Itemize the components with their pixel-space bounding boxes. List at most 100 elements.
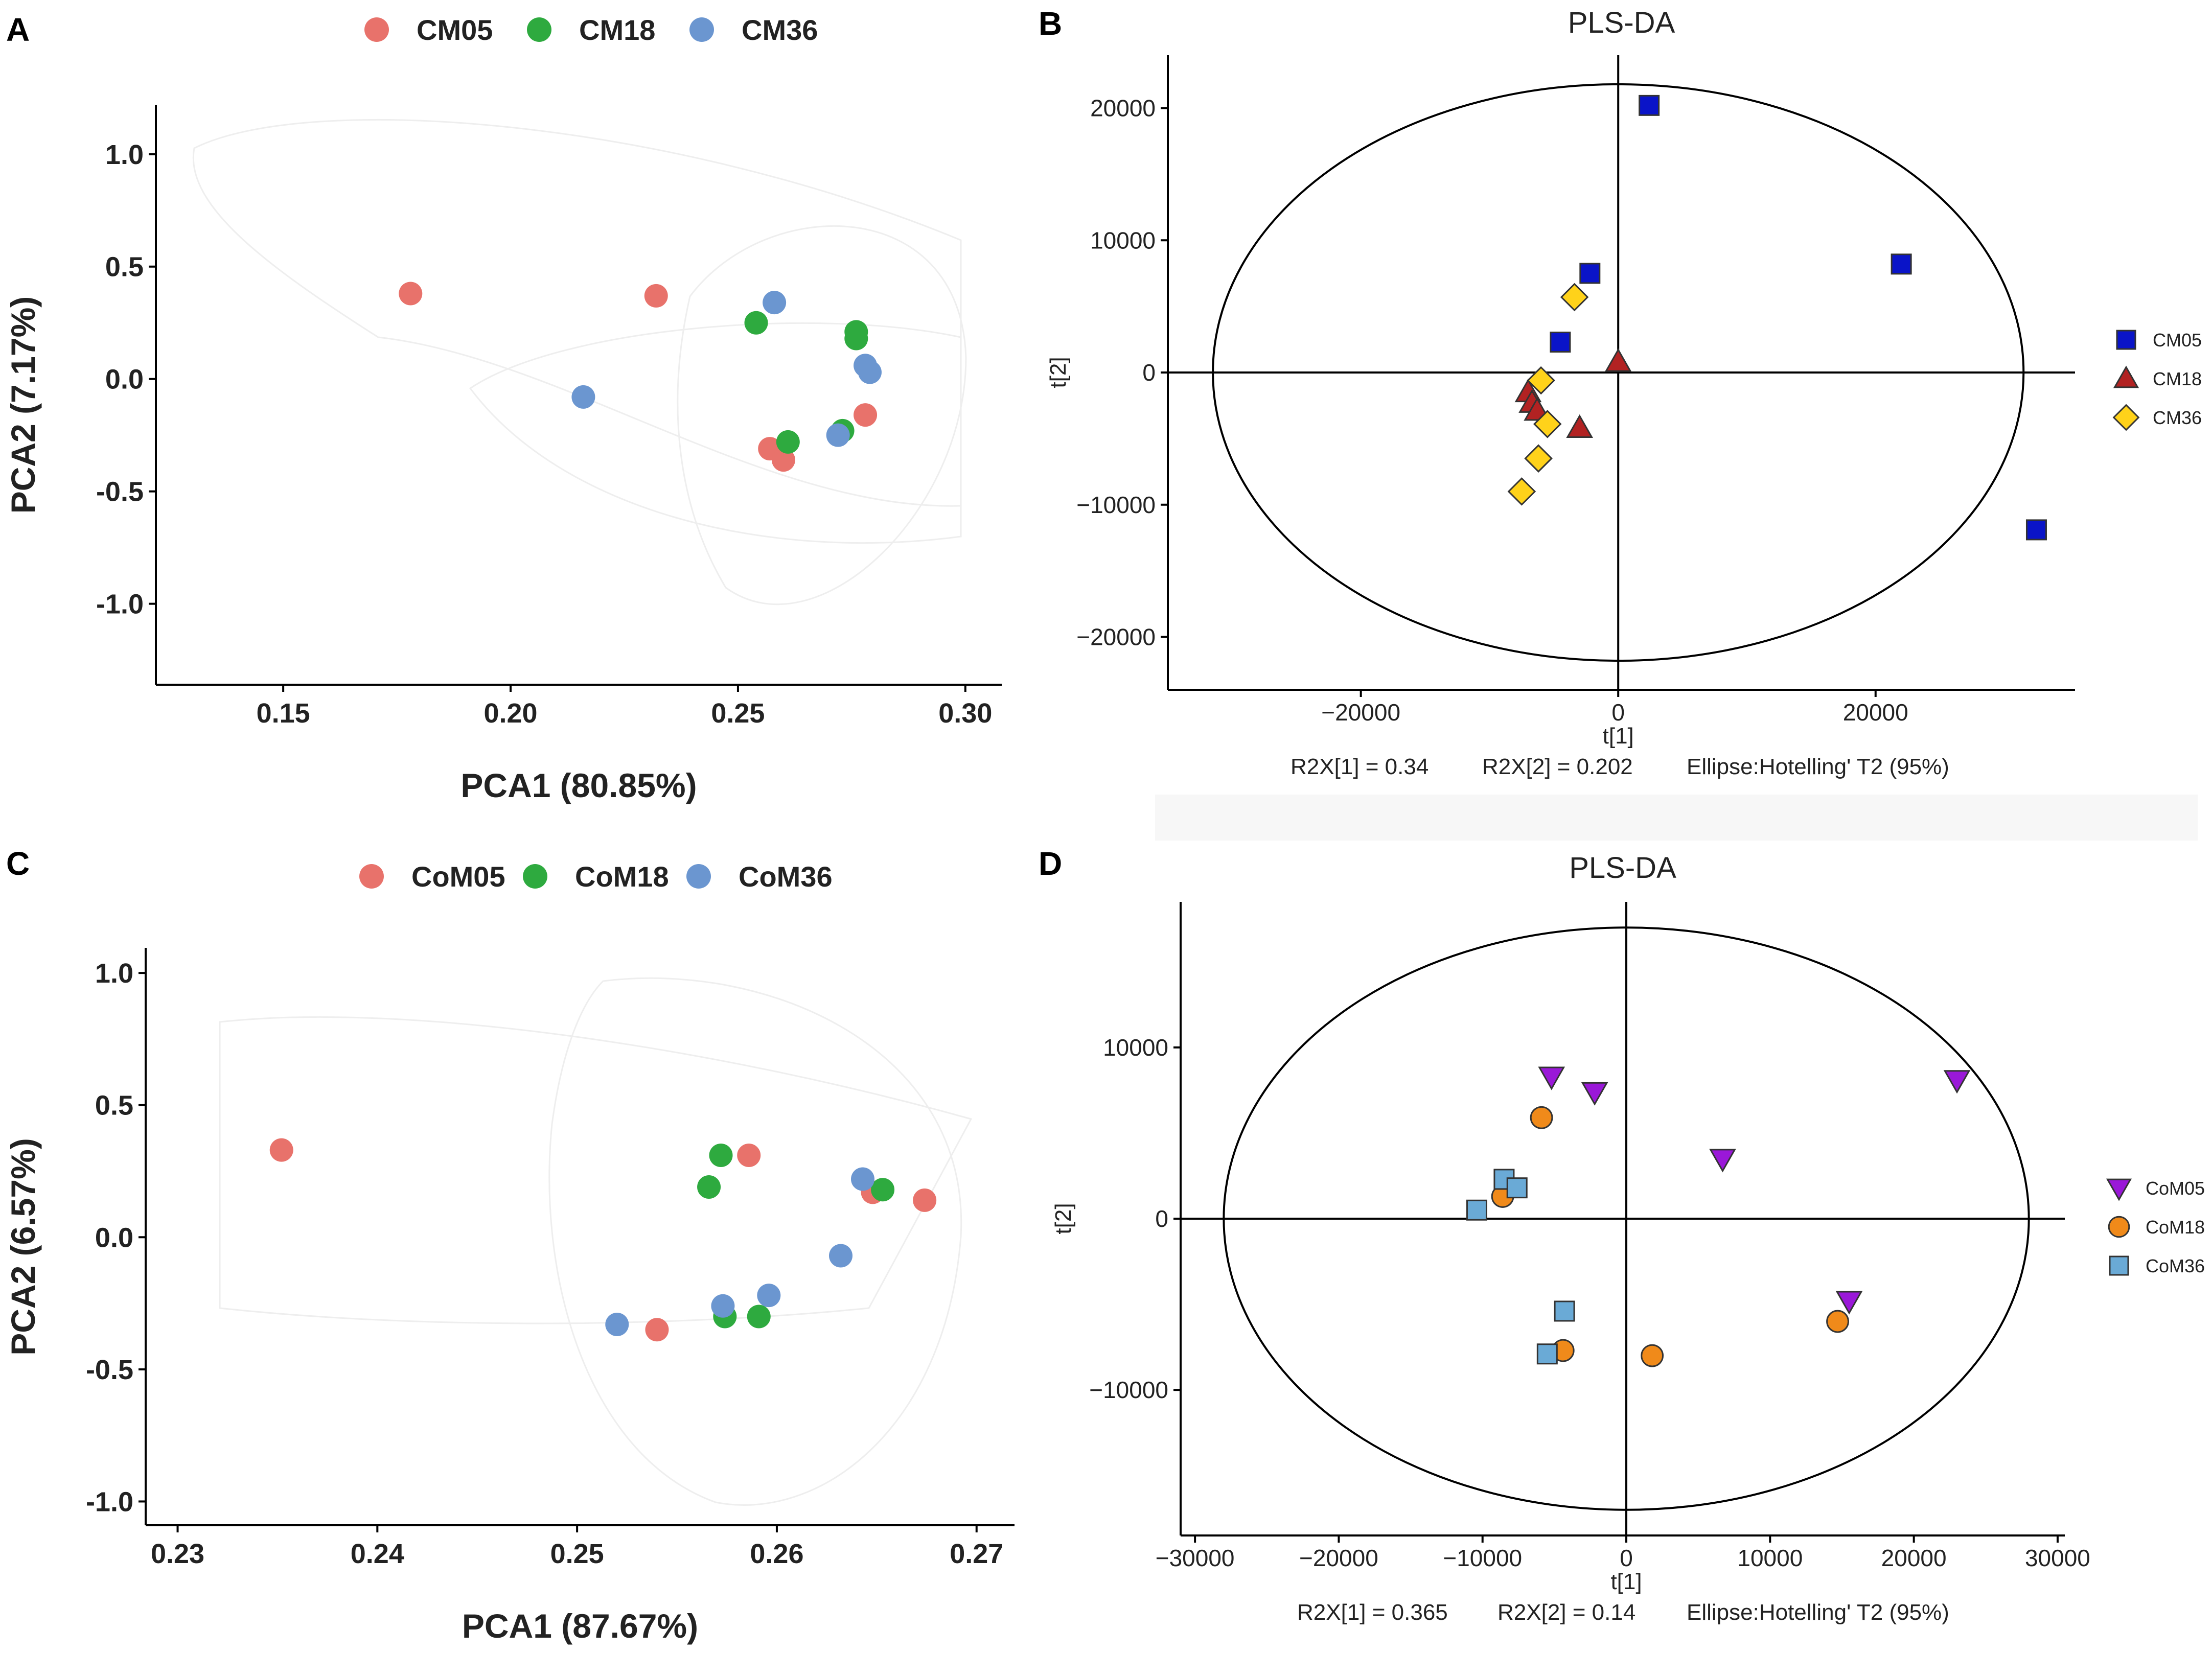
data-point-com36: [757, 1284, 781, 1308]
y-axis-title: PCA2 (6.57%): [4, 1138, 42, 1356]
legend-marker-cm36: [689, 17, 714, 42]
y-tick-label: 10000: [1090, 227, 1156, 253]
panel-letter-c: C: [6, 845, 30, 882]
data-point-com18: [1826, 1310, 1849, 1333]
y-tick-label: -1.0: [86, 1486, 133, 1517]
data-point-com05: [1835, 1291, 1863, 1315]
data-point-cm05: [1579, 263, 1601, 284]
legend-label-cm36: CM36: [2153, 407, 2202, 428]
legend-marker-cm05: [2116, 330, 2136, 350]
data-point-cm05: [854, 403, 878, 427]
data-point-cm05: [1550, 331, 1571, 353]
group-ellipse-1: [548, 977, 962, 1506]
data-point-com36: [1536, 1343, 1558, 1365]
y-tick-label: -0.5: [86, 1355, 133, 1385]
legend-label-com18: CoM18: [2146, 1217, 2205, 1238]
group-ellipse-0: [192, 119, 962, 507]
y-axis-title: t[2]: [1046, 357, 1071, 388]
y-axis-title: t[2]: [1051, 1203, 1076, 1234]
legend-label-com05: CoM05: [2146, 1178, 2205, 1199]
y-tick-label: 0.0: [95, 1222, 133, 1253]
data-point-com05: [913, 1188, 937, 1212]
data-point-com05: [269, 1138, 293, 1162]
legend-marker-com18: [523, 864, 547, 889]
x-tick-label: 0.23: [151, 1539, 204, 1569]
legend-marker-cm18: [2113, 365, 2139, 388]
legend-marker-com36: [686, 864, 711, 889]
legend-marker-com36: [2109, 1255, 2129, 1276]
y-tick-label: 0: [1155, 1205, 1168, 1232]
y-axis-title: PCA2 (7.17%): [4, 296, 42, 514]
legend-marker-cm05: [364, 17, 389, 42]
y-tick-label: 0.5: [105, 252, 144, 283]
panel-divider: [1155, 795, 2198, 841]
data-point-cm18: [1604, 348, 1632, 372]
data-point-com05: [645, 1318, 669, 1342]
hotelling-ellipse: [1212, 83, 2025, 662]
stats-text-2: Ellipse:Hotelling' T2 (95%): [1687, 1600, 1949, 1625]
legend-label-cm05: CM05: [2153, 330, 2202, 351]
x-axis-title: t[1]: [1603, 724, 1634, 749]
data-point-cm36: [763, 291, 787, 315]
data-point-com36: [1466, 1199, 1487, 1221]
data-point-cm18: [776, 430, 800, 454]
x-tick-label: −20000: [1299, 1545, 1378, 1571]
group-ellipse-1: [469, 322, 962, 544]
data-point-com18: [1530, 1106, 1553, 1129]
group-ellipse-2: [677, 225, 967, 606]
legend-label-com36: CoM36: [2146, 1255, 2205, 1276]
y-tick-label: 20000: [1090, 95, 1156, 122]
x-axis-title: PCA1 (80.85%): [460, 766, 697, 804]
data-point-com05: [1581, 1082, 1608, 1106]
data-point-com18: [709, 1143, 733, 1167]
data-point-cm36: [1560, 283, 1589, 312]
plot-title: PLS-DA: [1568, 6, 1675, 39]
x-tick-label: 20000: [1843, 699, 1908, 726]
data-point-cm05: [1891, 253, 1912, 275]
data-point-com05: [1538, 1066, 1565, 1090]
x-axis-title: t[1]: [1610, 1569, 1642, 1594]
x-tick-label: 0.25: [711, 698, 765, 729]
plsda-plot-b: PLS-DA −20000 0 20000 20000 10000 0 −10000 −2000…: [1046, 6, 2202, 779]
legend-label-cm18: CM18: [579, 14, 655, 46]
panel-letter-d: D: [1039, 845, 1062, 882]
y-tick-label: 0.0: [105, 364, 144, 395]
data-point-com05: [1943, 1070, 1971, 1094]
y-tick-label: -1.0: [96, 589, 144, 620]
data-point-com18: [871, 1178, 895, 1202]
legend-label-com18: CoM18: [575, 860, 669, 893]
x-tick-label: 30000: [2025, 1545, 2090, 1571]
data-point-com18: [1641, 1344, 1664, 1367]
data-point-cm36: [1507, 477, 1536, 506]
legend-label-cm05: CM05: [417, 14, 493, 46]
data-point-com36: [850, 1167, 874, 1191]
y-tick-label: 0: [1142, 359, 1156, 386]
data-point-cm05: [644, 284, 668, 308]
y-tick-label: 1.0: [105, 139, 144, 170]
panel-letter-a: A: [6, 11, 30, 48]
data-point-com36: [711, 1294, 735, 1318]
stats-text-1: R2X[2] = 0.202: [1482, 754, 1633, 779]
x-tick-label: 0.27: [950, 1539, 1003, 1569]
x-tick-label: 0.25: [550, 1539, 604, 1569]
legend-label-com36: CoM36: [739, 860, 833, 893]
x-tick-label: −20000: [1321, 699, 1400, 726]
data-point-com36: [1506, 1177, 1528, 1199]
y-tick-label: −10000: [1076, 492, 1156, 518]
stats-text-0: R2X[1] = 0.365: [1297, 1600, 1448, 1625]
plsda-plot-d: PLS-DA −30000 −20000 −10000 0 10000 20000 30000…: [1051, 851, 2205, 1625]
pca-plot-c: 0.23 0.24 0.25 0.26 0.27 1.0 0.5 0.0 -0.5 -1.0 PCA…: [4, 860, 1015, 1645]
y-tick-label: 1.0: [95, 958, 133, 989]
data-point-com36: [829, 1244, 852, 1268]
legend-marker-cm36: [2112, 404, 2140, 431]
x-tick-label: −30000: [1156, 1545, 1235, 1571]
stats-text-1: R2X[2] = 0.14: [1497, 1600, 1635, 1625]
legend-label-com05: CoM05: [411, 860, 505, 893]
legend-marker-com05: [2106, 1178, 2132, 1201]
x-tick-label: 0.20: [483, 698, 537, 729]
x-tick-label: 20000: [1881, 1545, 1947, 1571]
data-point-cm05: [2025, 519, 2047, 541]
y-tick-label: -0.5: [96, 477, 144, 507]
data-point-cm36: [858, 360, 882, 384]
